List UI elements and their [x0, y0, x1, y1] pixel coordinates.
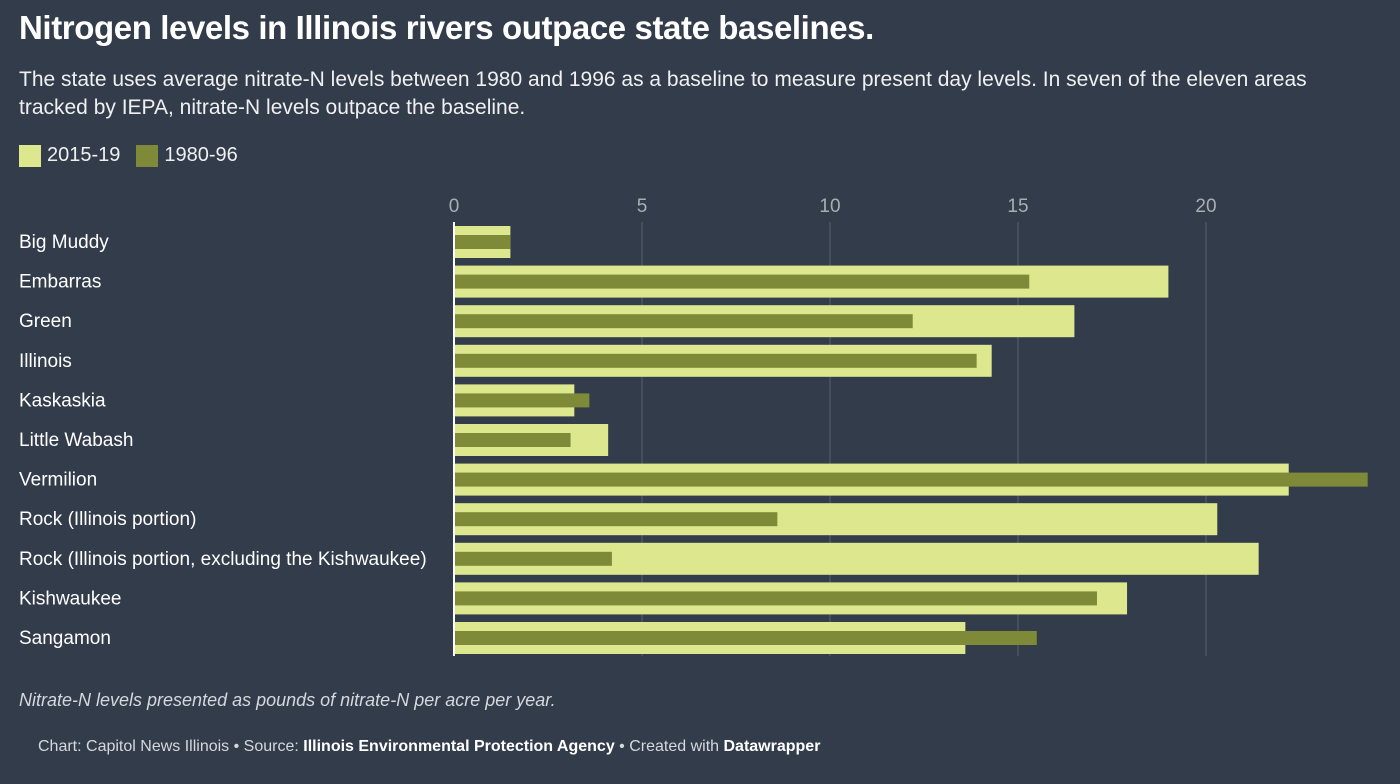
chart-title: Nitrogen levels in Illinois rivers outpa… [19, 9, 874, 46]
footer-credit: Chart: Capitol News Illinois • Source: [38, 738, 304, 755]
x-tick-label: 15 [1007, 196, 1028, 217]
footer-source[interactable]: Illinois Environmental Protection Agency [303, 738, 615, 755]
bar-1980-96[interactable] [454, 433, 571, 447]
chart-footer: Chart: Capitol News Illinois • Source: I… [38, 738, 820, 756]
category-label: Big Muddy [19, 232, 109, 253]
legend: 2015-19 1980-96 [19, 144, 254, 167]
category-label: Little Wabash [19, 430, 133, 451]
legend-label-recent: 2015-19 [47, 144, 121, 166]
chart-note: Nitrate-N levels presented as pounds of … [19, 690, 556, 710]
footer-tool[interactable]: Datawrapper [723, 738, 821, 755]
legend-item-baseline: 1980-96 [136, 144, 238, 167]
legend-label-baseline: 1980-96 [164, 144, 238, 166]
bar-1980-96[interactable] [454, 551, 612, 566]
bar-1980-96[interactable] [454, 591, 1097, 606]
legend-swatch-baseline [136, 144, 159, 167]
legend-swatch-recent [19, 144, 41, 167]
category-label: Rock (Illinois portion, excluding the Ki… [19, 549, 427, 570]
category-label: Rock (Illinois portion) [19, 509, 196, 530]
bar-1980-96[interactable] [454, 235, 511, 249]
category-label: Kaskaskia [19, 390, 106, 411]
x-tick-label: 5 [637, 196, 648, 217]
bar-1980-96[interactable] [454, 314, 913, 329]
x-tick-label: 0 [449, 196, 460, 217]
category-label: Vermilion [19, 470, 97, 491]
x-tick-label: 20 [1195, 196, 1216, 217]
category-label: Embarras [19, 272, 101, 293]
category-label: Kishwaukee [19, 588, 121, 609]
bar-1980-96[interactable] [454, 274, 1030, 289]
footer-created: • Created with [614, 738, 724, 755]
x-tick-label: 10 [819, 196, 840, 217]
category-label: Illinois [19, 351, 72, 372]
chart-subtitle: The state uses average nitrate-N levels … [19, 68, 1307, 119]
bar-1980-96[interactable] [454, 353, 977, 368]
bar-1980-96[interactable] [454, 393, 590, 408]
category-label: Sangamon [19, 628, 111, 649]
legend-item-recent: 2015-19 [19, 144, 120, 167]
bar-1980-96[interactable] [454, 472, 1368, 487]
bar-1980-96[interactable] [454, 631, 1037, 645]
bar-1980-96[interactable] [454, 512, 778, 527]
category-label: Green [19, 311, 72, 332]
